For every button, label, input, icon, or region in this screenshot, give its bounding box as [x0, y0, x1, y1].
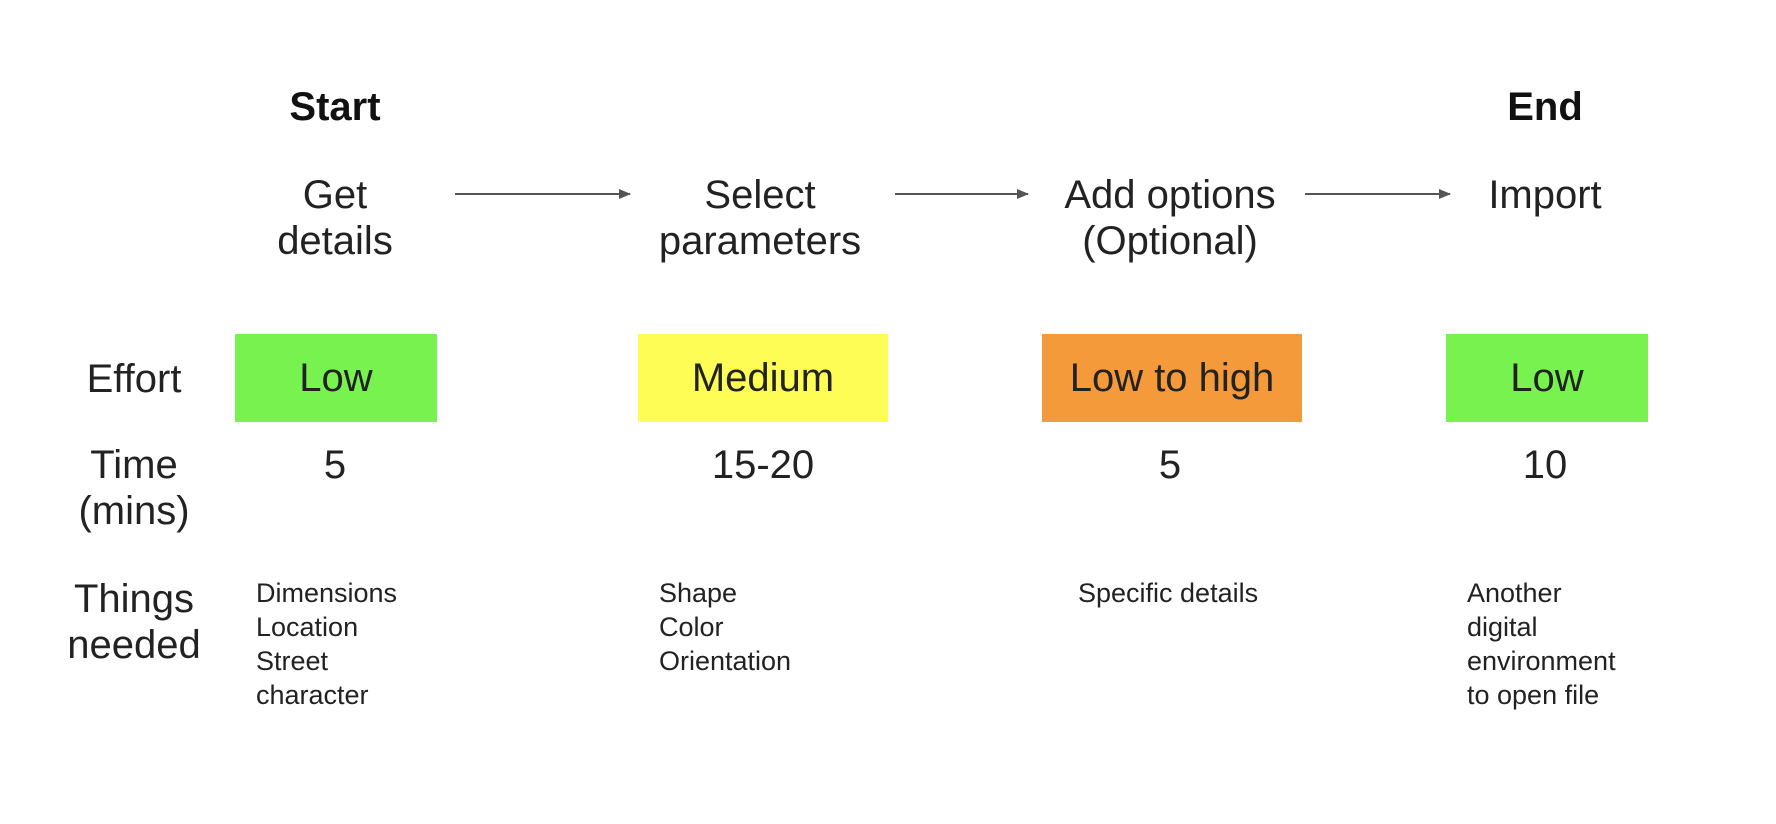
end-marker: End: [1507, 85, 1583, 129]
step-title-select-parameters: Select parameters: [658, 173, 862, 263]
list-item: Location: [256, 612, 359, 642]
row-label-effort: Effort: [86, 357, 182, 401]
things-needed-list-step2: Shape Color Orientation: [659, 576, 791, 678]
effort-badge-step4: Low: [1446, 334, 1648, 422]
list-item: to open file: [1467, 680, 1600, 710]
step-title-add-options: Add options (Optional): [1064, 173, 1276, 263]
things-needed-list-step3: Specific details: [1078, 576, 1258, 610]
list-item: Shape: [659, 578, 738, 608]
step-title-import: Import: [1488, 173, 1602, 217]
time-value-step4: 10: [1522, 443, 1568, 487]
list-item: Specific details: [1078, 578, 1259, 608]
time-value-step1: 5: [323, 443, 347, 487]
effort-badge-label: Medium: [691, 355, 835, 400]
effort-badge-label: Low: [1510, 355, 1584, 400]
list-item: digital: [1467, 612, 1538, 642]
list-item: Street: [256, 646, 329, 676]
time-value-step2: 15-20: [711, 443, 815, 487]
list-item: Color: [659, 612, 724, 642]
effort-badge-step1: Low: [235, 334, 437, 422]
things-needed-list-step1: Dimensions Location Street character: [256, 576, 397, 712]
effort-badge-step2: Medium: [638, 334, 888, 422]
row-label-things-needed: Things needed: [67, 577, 201, 667]
list-item: Another: [1467, 578, 1562, 608]
effort-badge-label: Low: [299, 355, 373, 400]
list-item: character: [256, 680, 369, 710]
row-label-time: Time (mins): [78, 443, 190, 533]
list-item: Orientation: [659, 646, 792, 676]
list-item: Dimensions: [256, 578, 398, 608]
step-title-get-details: Get details: [277, 173, 393, 263]
time-value-step3: 5: [1158, 443, 1182, 487]
effort-badge-label: Low to high: [1069, 355, 1275, 400]
list-item: environment: [1467, 646, 1616, 676]
effort-badge-step3: Low to high: [1042, 334, 1302, 422]
things-needed-list-step4: Another digital environment to open file: [1467, 576, 1616, 712]
start-marker: Start: [289, 85, 381, 129]
